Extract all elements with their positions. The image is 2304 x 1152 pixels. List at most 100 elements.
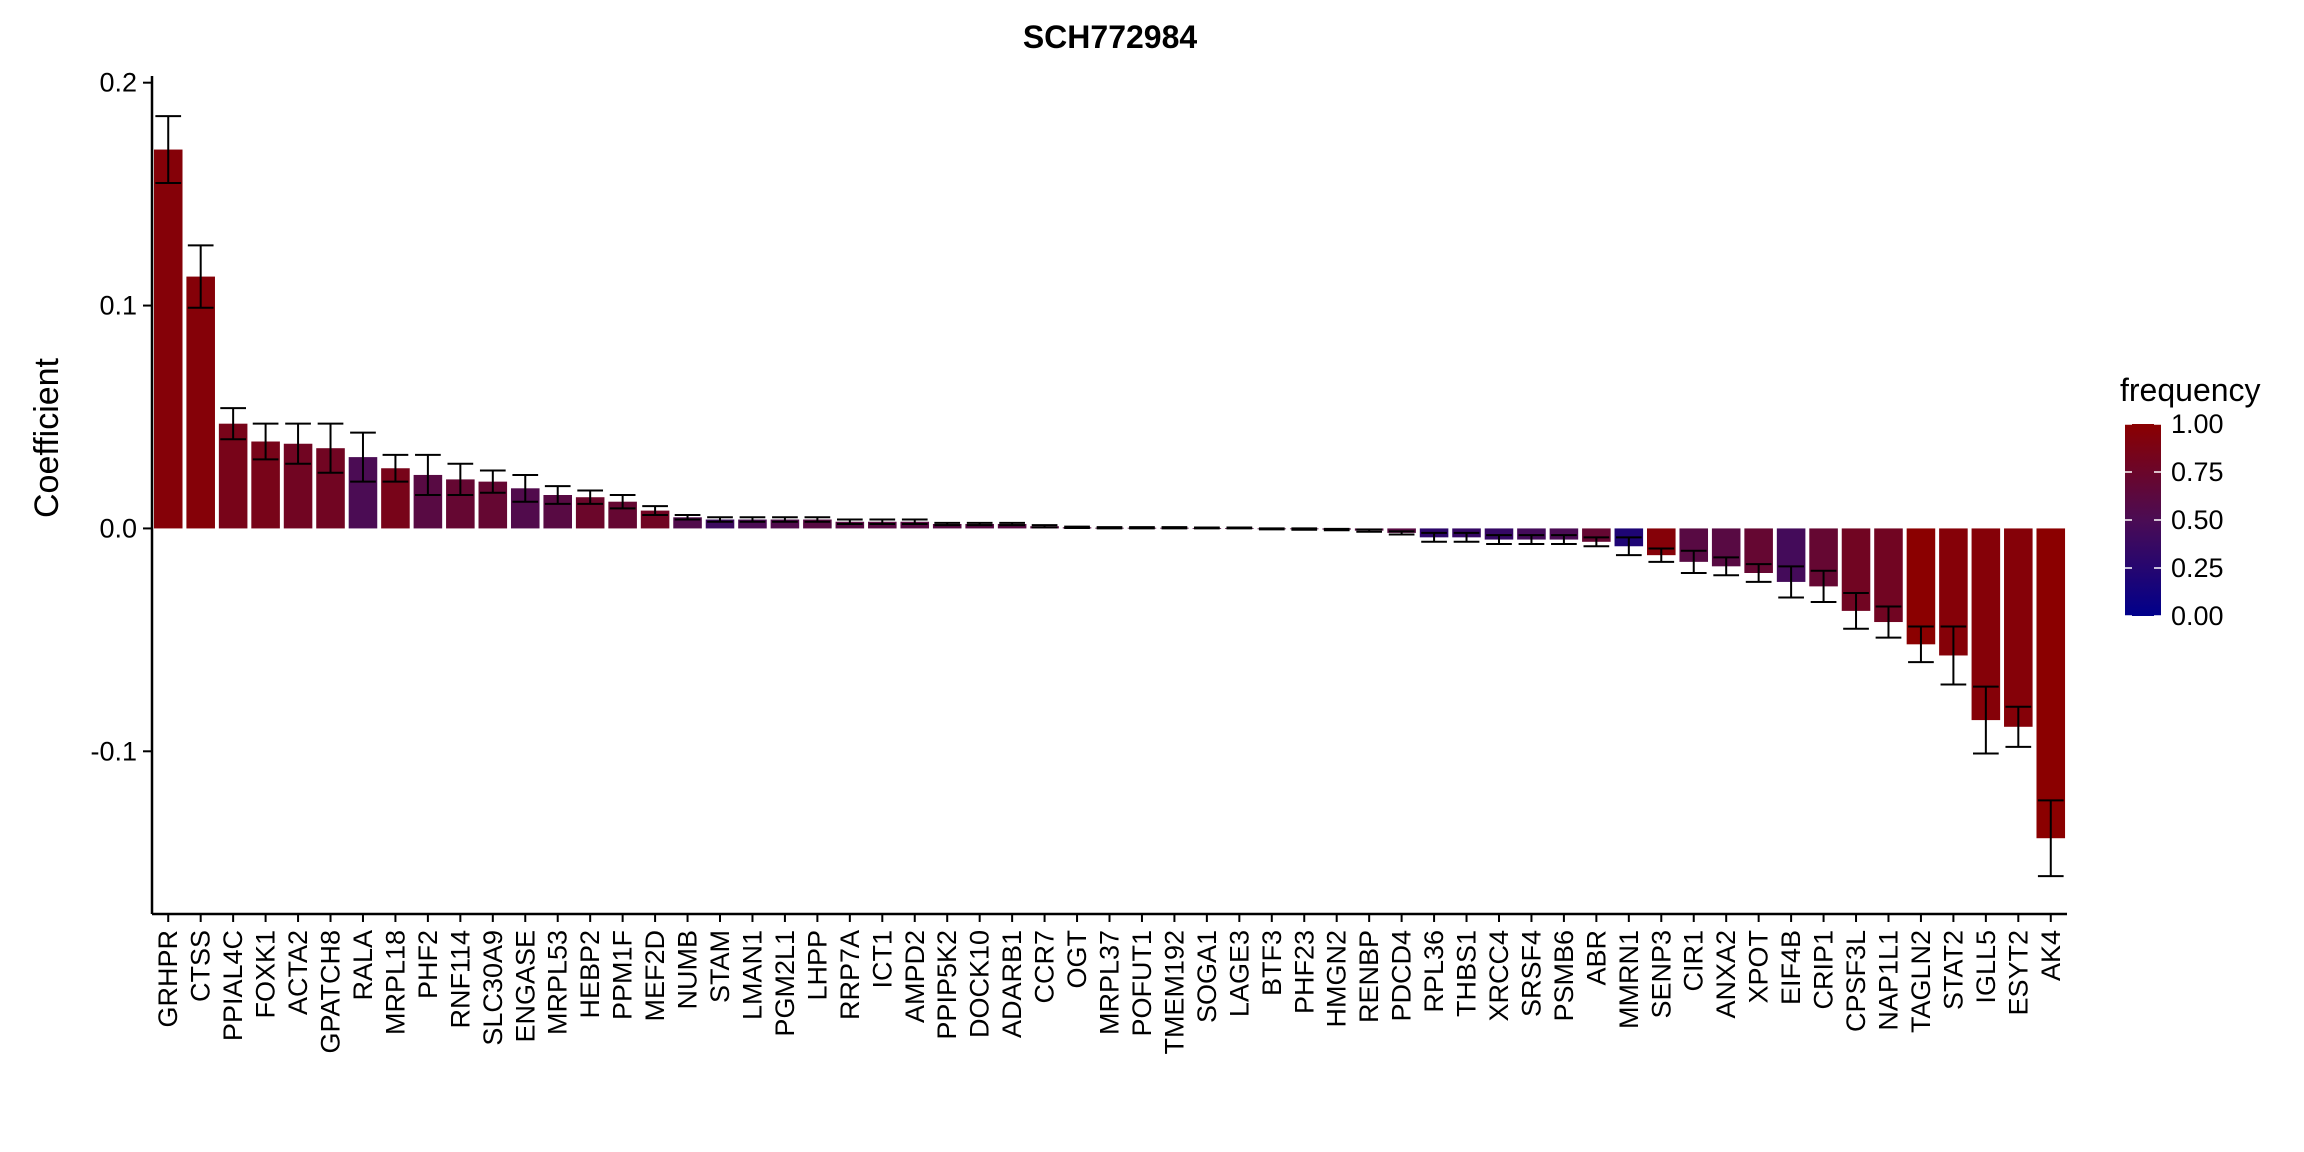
bar-ict1 <box>868 521 897 529</box>
error-bar-cir1 <box>1680 549 1707 575</box>
x-tick-label: RALA <box>348 930 378 1001</box>
error-bar-crip1 <box>1810 569 1837 603</box>
bar-xrcc4 <box>1484 528 1514 540</box>
x-tick-label: ADARB1 <box>997 930 1027 1038</box>
bar-stam <box>705 519 735 529</box>
x-tick-label: BTF3 <box>1257 930 1287 996</box>
error-bar-btf3 <box>1258 527 1285 531</box>
error-bar-tmem192 <box>1161 526 1188 530</box>
x-tick-label: MMRN1 <box>1614 930 1644 1029</box>
error-bar-phf23 <box>1291 527 1318 531</box>
error-bar-igll5 <box>1973 685 1999 755</box>
legend-tick-label: 1.00 <box>2171 409 2224 439</box>
x-tick-label: CTSS <box>186 930 216 1002</box>
error-bar-stam <box>707 516 733 523</box>
bar-adarb1 <box>997 523 1027 529</box>
x-tick-label: STAM <box>705 930 735 1003</box>
bar-ppial4c <box>218 423 248 529</box>
x-tick-label: MRPL37 <box>1095 930 1125 1035</box>
x-tick-label: IGLL5 <box>1971 930 2001 1004</box>
error-bar-lhpp <box>804 516 831 523</box>
x-tick-label: RRP7A <box>835 930 865 1020</box>
error-bar-xrcc4 <box>1486 534 1512 546</box>
chart-title: SCH772984 <box>1023 19 1198 55</box>
legend-tick-label: 0.25 <box>2171 553 2224 583</box>
x-tick-label: SOGA1 <box>1192 930 1222 1023</box>
error-bar-esyt2 <box>2005 705 2032 748</box>
error-bar-cpsf3l <box>1843 592 1869 630</box>
error-bar-anxa2 <box>1713 556 1740 577</box>
error-bar-hmgn2 <box>1323 527 1350 532</box>
x-tick-label: NUMB <box>673 930 703 1010</box>
x-tick-label: ENGASE <box>510 930 540 1043</box>
x-tick-label: TMEM192 <box>1159 930 1189 1055</box>
x-tick-label: PHF2 <box>413 930 443 999</box>
error-bar-rnf114 <box>447 462 474 496</box>
y-tick-label: 0.0 <box>99 513 137 543</box>
error-bar-pgm2l1 <box>772 516 798 523</box>
x-tick-label: POFUT1 <box>1127 930 1157 1037</box>
plot-area: GRHPR CTSS PPIAL4C FOXK1 ACTA2 GPATCH8 RALA MRP… <box>90 68 2067 1055</box>
x-tick-label: PGM2L1 <box>770 930 800 1037</box>
x-tick-label: LAGE3 <box>1224 930 1254 1017</box>
x-tick-label: FOXK1 <box>251 930 281 1019</box>
legend-tick-label: 0.50 <box>2171 505 2224 535</box>
error-bar-ppm1f <box>609 494 636 510</box>
x-tick-label: SLC30A9 <box>478 930 508 1046</box>
x-tick-label: PPIAL4C <box>218 930 248 1041</box>
error-bar-foxk1 <box>252 422 279 461</box>
x-tick-label: GPATCH8 <box>316 930 346 1054</box>
error-bar-psmb6 <box>1551 534 1577 546</box>
error-bar-gpatch8 <box>317 422 344 474</box>
x-tick-label: ANXA2 <box>1711 930 1741 1019</box>
error-bar-pofut1 <box>1129 526 1155 530</box>
x-tick-label: LMAN1 <box>737 930 767 1020</box>
x-tick-label: ESYT2 <box>2003 930 2033 1016</box>
y-tick-label: 0.1 <box>99 291 137 321</box>
y-tick-label: -0.1 <box>90 736 137 766</box>
x-tick-label: MEF2D <box>640 930 670 1022</box>
bar-ak4 <box>2036 528 2066 839</box>
error-bar-abr <box>1583 536 1610 548</box>
legend-title: frequency <box>2120 372 2261 408</box>
x-tick-label: SRSF4 <box>1516 930 1546 1017</box>
error-bar-ccr7 <box>1031 524 1058 529</box>
error-bar-ppial4c <box>220 407 246 441</box>
x-tick-label: ABR <box>1581 930 1611 986</box>
x-tick-label: RPL36 <box>1419 930 1449 1013</box>
x-tick-label: THBS1 <box>1452 930 1482 1017</box>
error-bar-tagln2 <box>1908 625 1934 664</box>
x-tick-label: PPIP5K2 <box>932 930 962 1040</box>
x-tick-label: MRPL53 <box>543 930 573 1035</box>
x-tick-label: ACTA2 <box>283 930 313 1015</box>
error-bar-mrpl37 <box>1096 526 1123 530</box>
error-bar-hebp2 <box>577 489 604 505</box>
error-bar-ctss <box>187 244 214 309</box>
error-bar-senp3 <box>1648 547 1675 563</box>
x-tick-label: SENP3 <box>1646 930 1676 1019</box>
y-axis-label: Coefficient <box>28 357 66 518</box>
error-bar-numb <box>674 514 701 521</box>
error-bar-adarb1 <box>999 521 1025 527</box>
error-bar-mef2d <box>642 505 668 517</box>
bar-abr <box>1582 528 1611 542</box>
x-tick-label: AK4 <box>2036 930 2066 981</box>
error-bar-mmrn1 <box>1615 536 1642 557</box>
bar-ampd2 <box>900 521 930 529</box>
x-tick-label: CIR1 <box>1679 930 1709 992</box>
x-tick-label: OGT <box>1062 930 1092 989</box>
legend-tick-label: 0.00 <box>2171 601 2224 631</box>
error-bar-ak4 <box>2037 799 2064 878</box>
error-bar-grhpr <box>155 115 182 184</box>
bar-lman1 <box>738 519 767 529</box>
x-tick-label: CRIP1 <box>1809 930 1839 1010</box>
error-bar-mrpl53 <box>544 485 571 505</box>
error-bar-eif4b <box>1778 565 1804 599</box>
bar-tagln2 <box>1906 528 1936 645</box>
x-tick-label: PPM1F <box>608 930 638 1020</box>
x-tick-label: HEBP2 <box>575 930 605 1019</box>
error-bar-engase <box>512 473 539 503</box>
error-bar-soga1 <box>1194 526 1220 530</box>
y-tick-label: 0.2 <box>99 68 137 98</box>
